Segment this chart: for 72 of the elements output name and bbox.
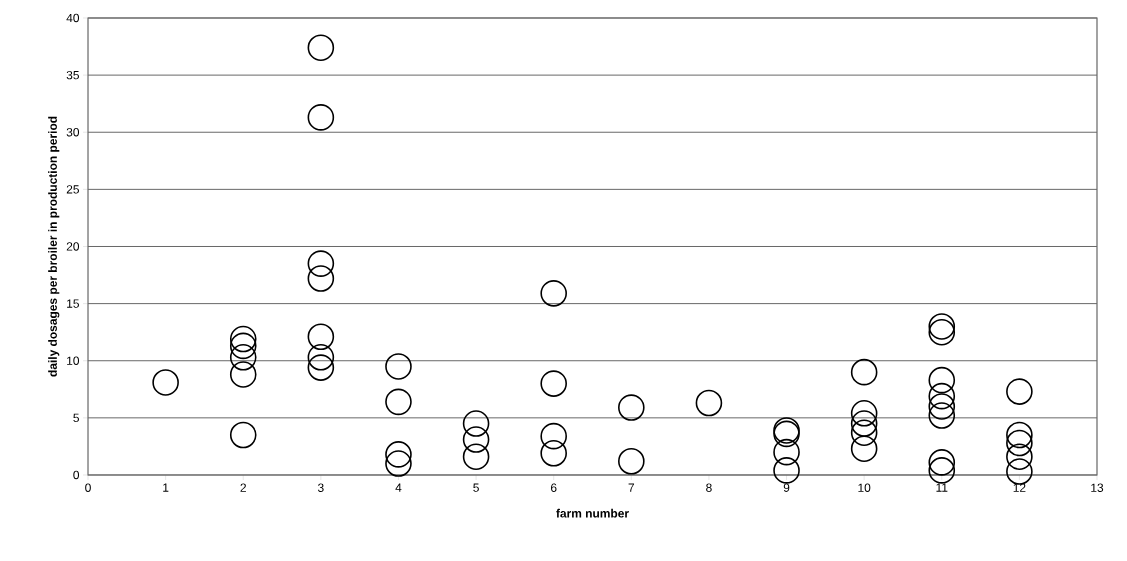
- y-tick-label: 15: [67, 299, 79, 308]
- point: [152, 369, 179, 396]
- point: [850, 410, 878, 437]
- point: [928, 366, 956, 394]
- point: [307, 34, 335, 61]
- point: [385, 450, 412, 477]
- point: [307, 104, 335, 131]
- point: [229, 344, 257, 371]
- point: [928, 382, 956, 410]
- point: [773, 457, 800, 484]
- y-tick-label: 35: [66, 70, 79, 80]
- point: [229, 421, 257, 449]
- y-tick-label: 30: [66, 128, 80, 137]
- point: [229, 325, 257, 353]
- point: [385, 353, 412, 380]
- x-tick-label: 7: [628, 483, 635, 492]
- point: [307, 265, 335, 292]
- point: [928, 313, 956, 340]
- y-tick-label: 10: [67, 356, 80, 365]
- point: [928, 449, 956, 476]
- point: [850, 419, 878, 447]
- point: [307, 354, 335, 381]
- point: [928, 318, 956, 346]
- point: [229, 361, 257, 388]
- point: [229, 332, 257, 360]
- point: [850, 435, 878, 463]
- point: [850, 358, 878, 386]
- y-axis-title: daily dosages per broiler in production period: [48, 116, 60, 377]
- x-tick-label: 8: [706, 483, 712, 492]
- y-tick-label: 20: [66, 242, 80, 251]
- point: [307, 250, 335, 277]
- point: [385, 388, 412, 416]
- point: [1006, 429, 1033, 457]
- y-tick-label: 5: [73, 413, 79, 423]
- x-tick-label: 0: [85, 483, 91, 492]
- x-tick-label: 10: [858, 483, 871, 492]
- point: [773, 438, 800, 466]
- x-tick-label: 11: [936, 483, 948, 492]
- x-tick-label: 13: [1091, 483, 1104, 492]
- point: [695, 389, 723, 417]
- point: [307, 323, 335, 351]
- x-axis-title: farm number: [556, 508, 629, 518]
- point: [462, 426, 490, 453]
- y-tick-label: 0: [73, 470, 80, 480]
- point: [540, 422, 567, 450]
- point: [1006, 378, 1033, 405]
- y-tick-label: 40: [66, 13, 80, 23]
- x-tick-label: 6: [550, 483, 557, 492]
- point: [618, 394, 645, 421]
- point: [462, 410, 490, 437]
- x-tick-label: 9: [783, 483, 790, 492]
- point: [1006, 458, 1033, 485]
- x-tick-label: 3: [317, 483, 324, 492]
- x-tick-label: 12: [1013, 483, 1026, 492]
- point: [850, 399, 878, 427]
- point: [928, 402, 956, 429]
- point: [928, 457, 956, 484]
- x-tick-label: 1: [163, 483, 169, 492]
- point: [540, 280, 567, 307]
- point: [540, 439, 567, 467]
- point: [618, 447, 645, 475]
- point: [462, 443, 490, 471]
- point: [928, 393, 956, 420]
- point: [540, 370, 567, 397]
- point: [1006, 443, 1033, 471]
- point: [307, 344, 335, 371]
- point: [385, 441, 412, 468]
- x-tick-label: 2: [240, 483, 246, 492]
- x-tick-label: 5: [473, 483, 479, 492]
- x-tick-label: 4: [395, 483, 402, 492]
- y-tick-label: 25: [66, 185, 79, 194]
- point: [1006, 421, 1033, 449]
